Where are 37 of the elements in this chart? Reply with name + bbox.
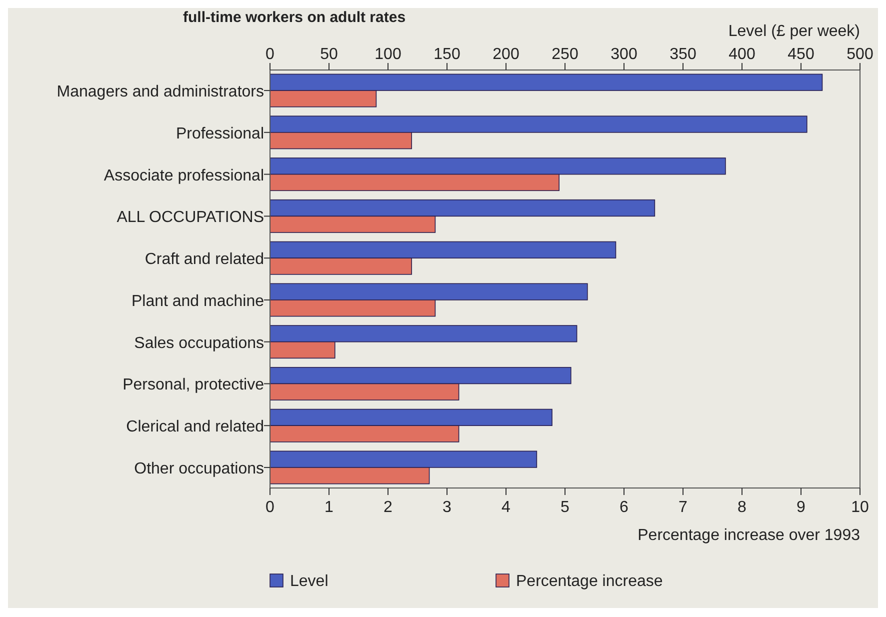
x-tick-label: 3 — [442, 499, 452, 516]
x-axis-title: Percentage increase over 1993 — [638, 527, 860, 544]
x2-tick-label: 300 — [610, 46, 638, 63]
x2-tick-label: 350 — [670, 46, 696, 63]
y-tick-label: Professional — [176, 125, 264, 142]
x2-tick-label: 50 — [320, 46, 338, 63]
chart-title: full-time workers on adult rates — [183, 9, 406, 26]
x2-tick-label: 0 — [266, 46, 275, 63]
x-tick-label: 6 — [620, 499, 629, 516]
x2-tick-label: 250 — [552, 46, 578, 63]
legend-label: Percentage increase — [516, 573, 663, 590]
y-tick-label: Craft and related — [144, 251, 264, 268]
y-tick-label: Clerical and related — [126, 418, 264, 436]
y-tick-label: Managers and administrators — [56, 84, 264, 101]
x2-tick-label: 100 — [374, 46, 402, 63]
x2-axis-title: Level (£ per week) — [728, 23, 860, 40]
x2-tick-label: 450 — [788, 46, 814, 63]
x2-tick-label: 400 — [728, 46, 756, 63]
y-tick-label: Other occupations — [134, 460, 264, 478]
x-tick-label: 8 — [738, 499, 747, 516]
x-tick-label: 0 — [266, 499, 275, 516]
legend-label: Level — [290, 573, 328, 590]
x2-tick-label: 500 — [846, 46, 874, 63]
x-tick-label: 5 — [560, 499, 570, 516]
x-tick-label: 2 — [384, 499, 393, 516]
y-tick-label: Personal, protective — [122, 376, 264, 394]
y-tick-label: Sales occupations — [134, 334, 264, 352]
x-tick-label: 1 — [324, 499, 334, 516]
x-tick-label: 9 — [796, 499, 806, 516]
x2-tick-label: 150 — [434, 46, 460, 63]
y-tick-label: ALL OCCUPATIONS — [116, 209, 264, 226]
x-tick-label: 4 — [502, 499, 511, 516]
y-tick-label: Plant and machine — [131, 292, 264, 310]
x2-tick-label: 200 — [492, 46, 520, 63]
x-tick-label: 7 — [678, 499, 688, 516]
x-tick-label: 10 — [851, 499, 869, 516]
y-tick-label: Associate professional — [104, 167, 264, 184]
